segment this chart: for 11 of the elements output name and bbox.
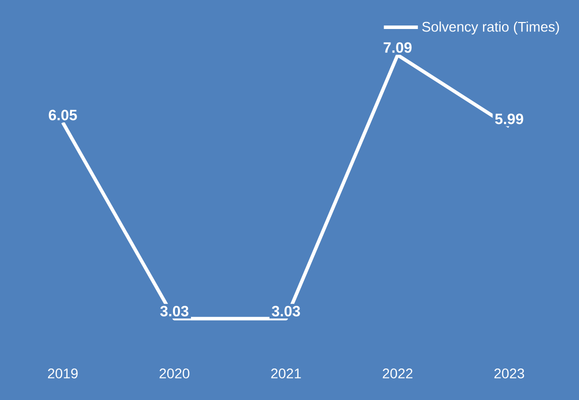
x-tick-label: 2023 [494, 368, 524, 378]
x-tick-label: 2021 [271, 368, 301, 378]
x-tick-label: 2022 [382, 368, 412, 378]
x-tick-label: 2019 [48, 368, 78, 378]
data-label: 3.03 [272, 306, 300, 316]
legend-label: Solvency ratio (Times) [422, 21, 559, 34]
data-label: 7.09 [384, 42, 412, 53]
data-label: 5.99 [495, 114, 524, 124]
data-label: 6.05 [48, 110, 77, 120]
data-label: 3.03 [160, 306, 188, 316]
x-tick-label: 2020 [160, 368, 190, 378]
